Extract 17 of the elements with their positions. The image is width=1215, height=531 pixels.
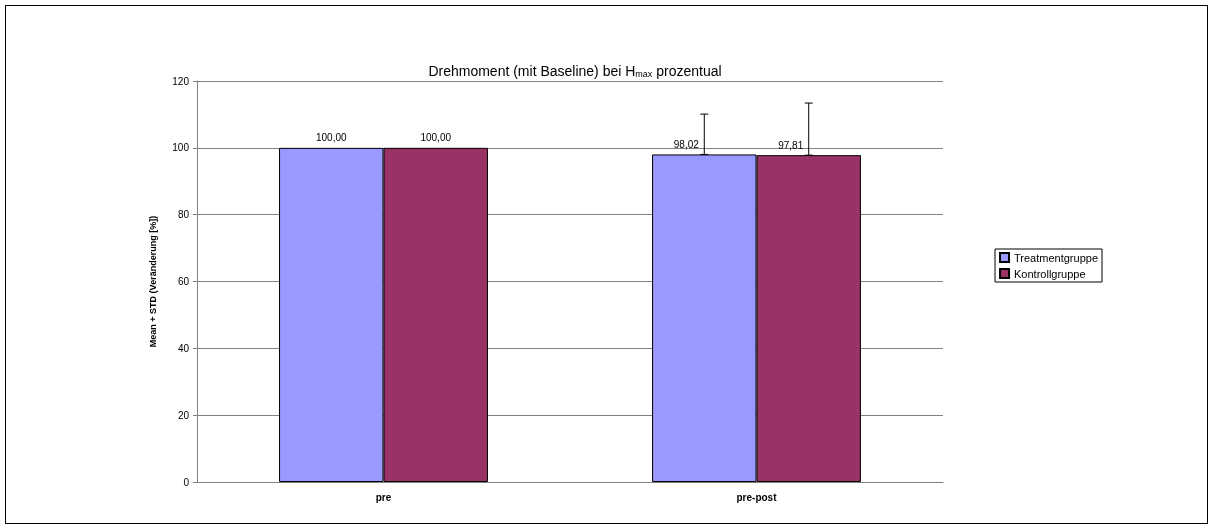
chart-title: Drehmoment (mit Baseline) bei Hmax prozentual <box>428 62 722 79</box>
y-tick-label: 20 <box>177 409 190 421</box>
y-tick-label: 80 <box>177 209 190 221</box>
y-tick-label: 0 <box>183 476 190 488</box>
y-tick-label: 60 <box>177 276 190 287</box>
data-label: 100,00 <box>420 132 452 144</box>
data-label: 100,00 <box>315 132 348 144</box>
data-label: 98,02 <box>673 138 700 150</box>
y-axis-title: Mean + STD (Veränderung [%]) <box>147 215 158 348</box>
x-tick-label: pre-post <box>736 491 778 503</box>
legend-label: Kontrollgruppe <box>1014 267 1086 280</box>
y-tick-label: 100 <box>172 142 190 154</box>
y-tick-label: 40 <box>177 342 190 354</box>
data-label: 97,81 <box>778 139 804 151</box>
x-tick-label: pre <box>375 491 392 503</box>
legend-label: Treatmentgruppe <box>1014 251 1099 264</box>
y-tick-label: 120 <box>172 75 190 87</box>
